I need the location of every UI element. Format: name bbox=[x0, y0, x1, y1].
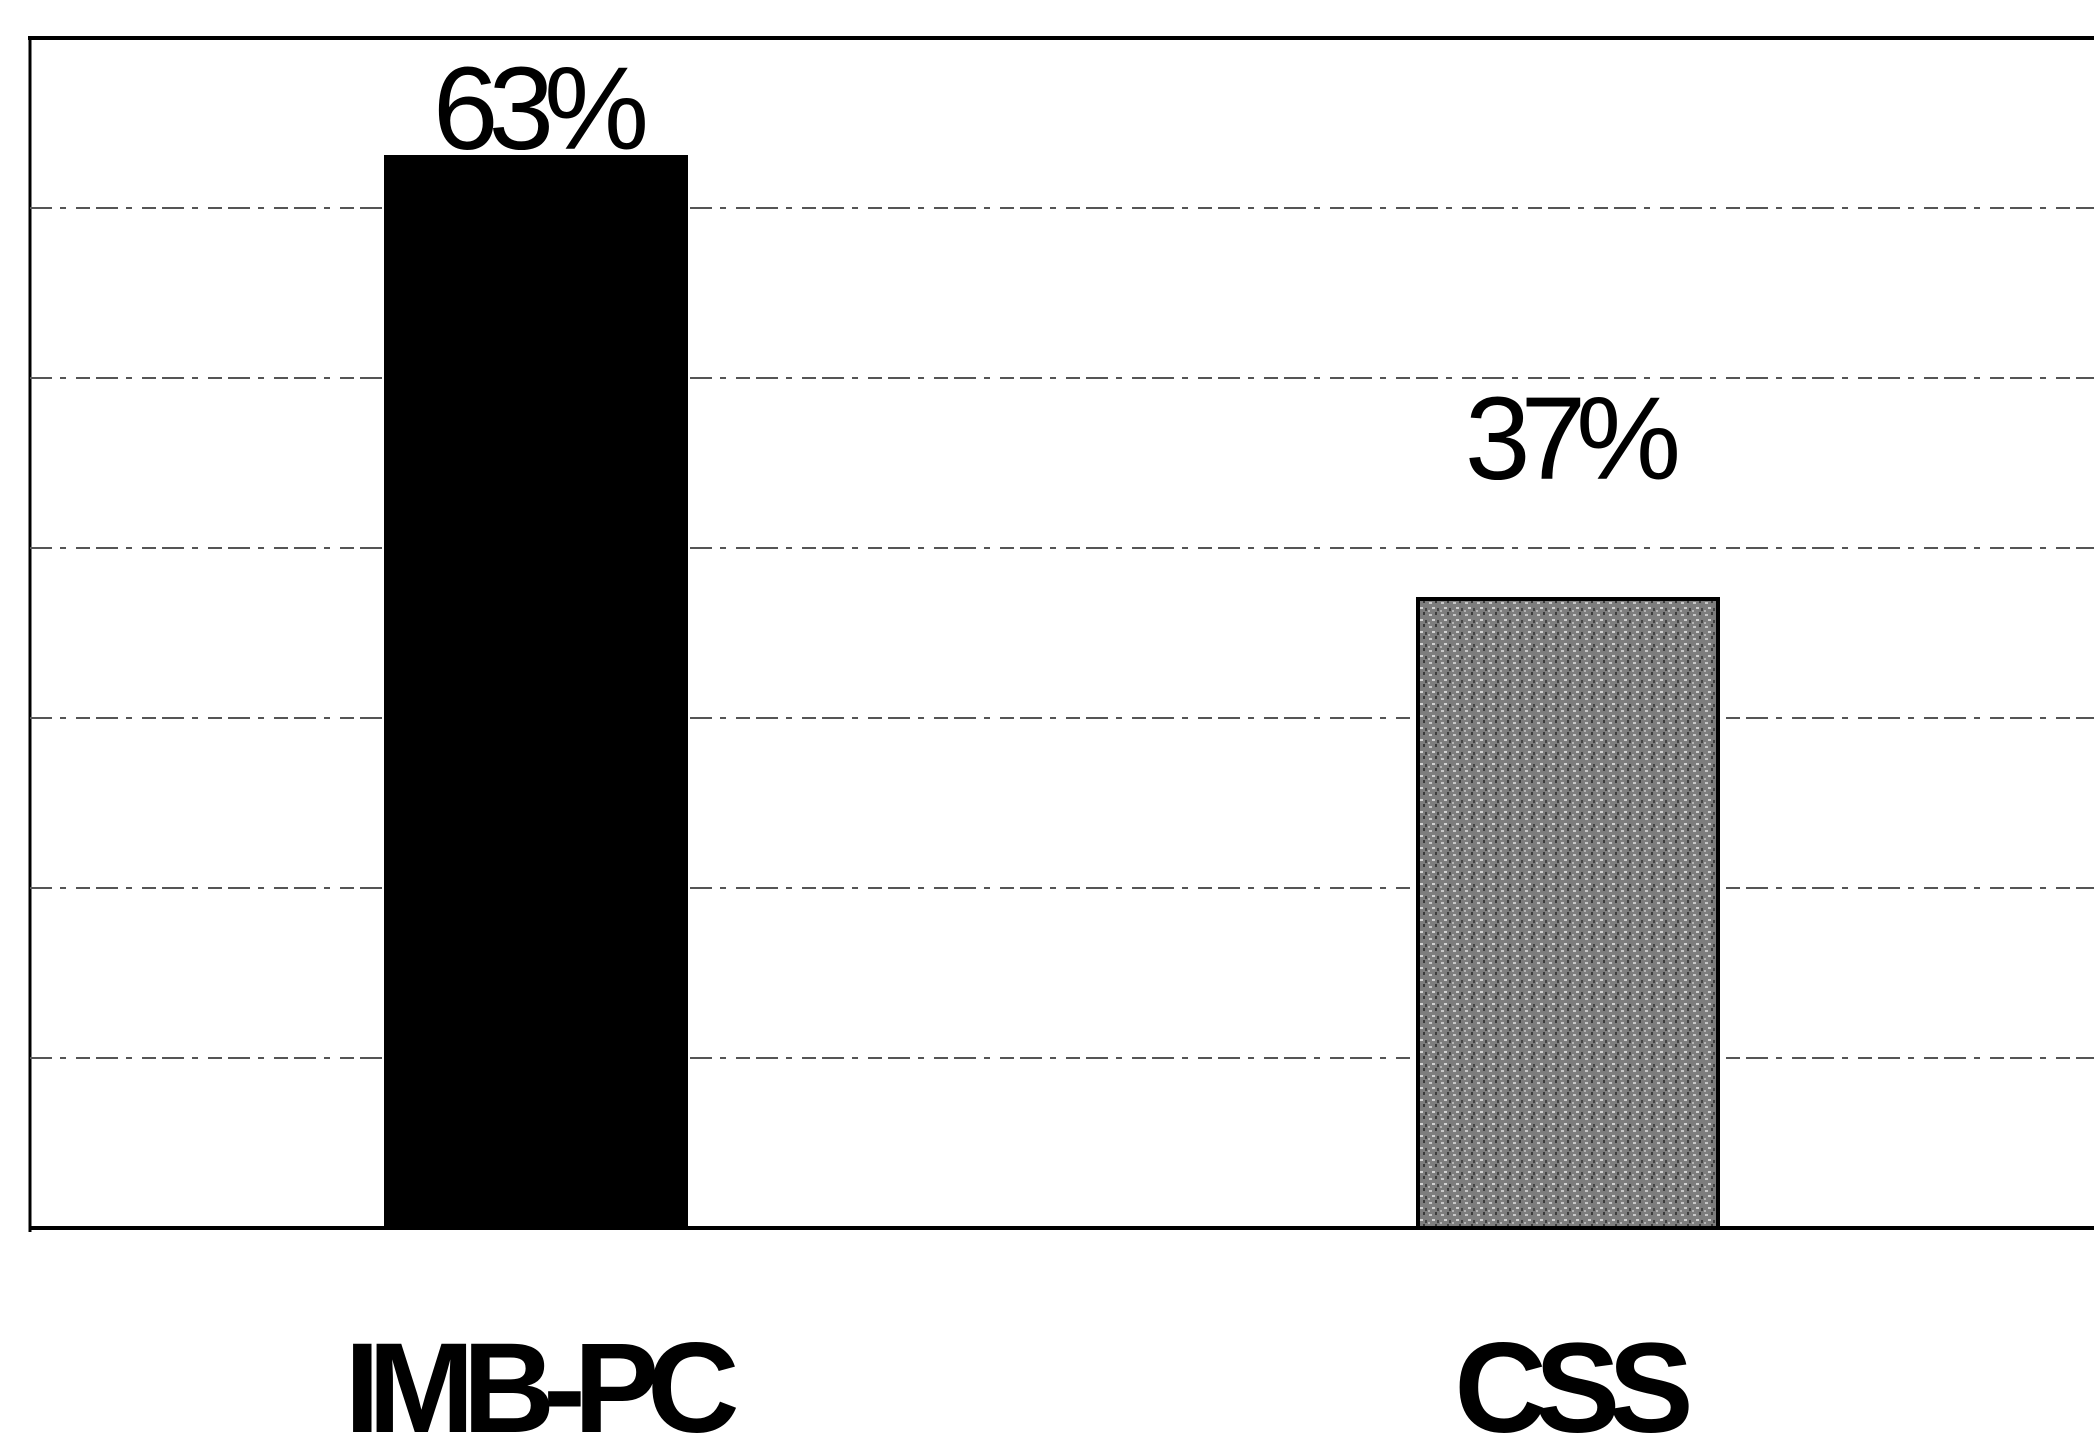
bar-imb-pc bbox=[384, 155, 688, 1230]
bar-value-label: 37% bbox=[1465, 373, 1677, 505]
category-labels: IMB-PC CSS bbox=[344, 1317, 1701, 1443]
bar-css bbox=[1416, 597, 1720, 1230]
plot-frame bbox=[28, 36, 2094, 1232]
bar-value-label: 63% bbox=[433, 43, 645, 175]
bar-value-labels: 63% 37% bbox=[433, 43, 1687, 505]
category-label: IMB-PC bbox=[344, 1317, 736, 1443]
category-label: CSS bbox=[1454, 1317, 1689, 1443]
gridlines bbox=[30, 207, 2094, 1059]
bars bbox=[384, 155, 1720, 1230]
